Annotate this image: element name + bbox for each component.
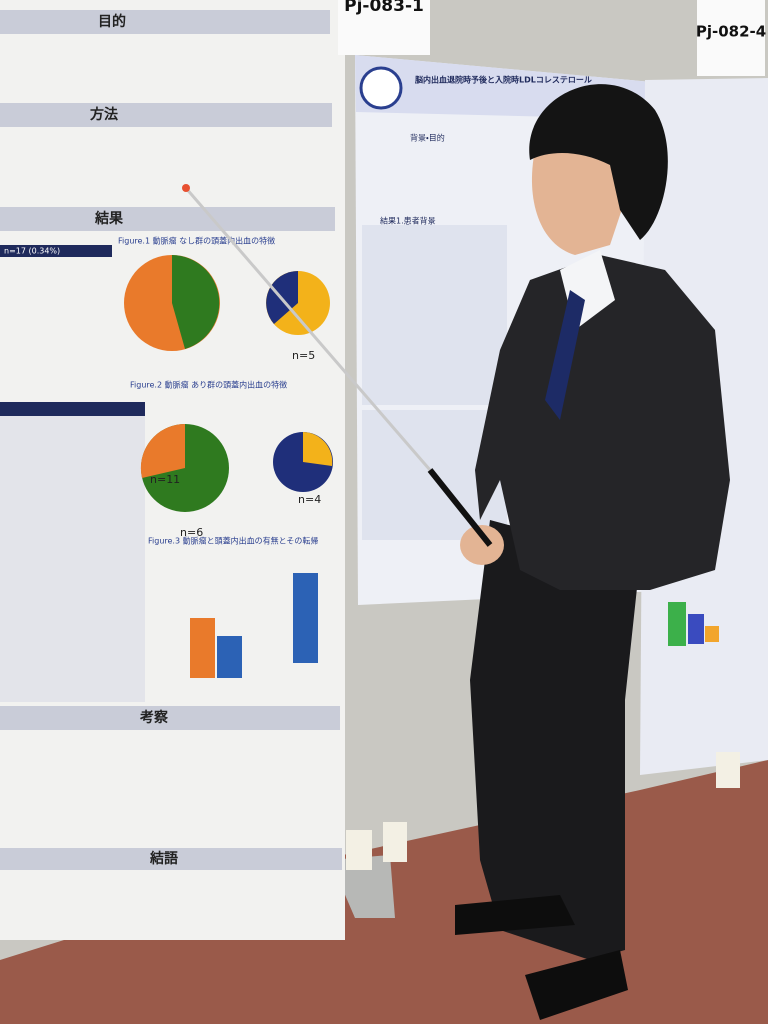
section-bar	[0, 848, 342, 870]
poster-id: Pj-083-1	[344, 0, 424, 16]
bar-picture	[688, 614, 704, 644]
cup	[383, 822, 407, 862]
figure-caption: Figure.1 動脈瘤 なし群の頭蓋内出血の特徴	[118, 236, 275, 246]
section-heading: 背景・目的	[410, 133, 445, 143]
pointer-shaft	[183, 186, 432, 471]
pie-label: n=5	[292, 349, 315, 362]
table-header: n=17 (0.34%)	[4, 247, 60, 256]
face	[531, 150, 625, 255]
section-heading: 方法	[90, 106, 118, 123]
label-card	[697, 0, 765, 76]
jacket	[475, 255, 730, 590]
trousers	[470, 520, 640, 960]
logo	[359, 66, 403, 110]
cup	[716, 752, 740, 788]
hair	[529, 84, 668, 240]
pie-label: n=11	[150, 473, 180, 486]
person	[455, 84, 730, 1020]
bar-picture	[217, 636, 242, 678]
section-bars	[0, 10, 342, 870]
section-bar	[0, 207, 335, 231]
section-heading: 目的	[98, 13, 126, 30]
section-heading: 結果	[94, 210, 124, 227]
pie-label: n=4	[298, 493, 321, 506]
table-head	[0, 402, 145, 416]
table-header-bar	[0, 245, 112, 257]
pie-slice	[140, 423, 185, 478]
pointer-tip	[182, 184, 190, 192]
table	[362, 225, 507, 405]
figure-caption: Figure.2 動脈瘤 あり群の頭蓋内出血の特徴	[130, 380, 287, 390]
table	[0, 402, 145, 702]
pie-slice	[303, 432, 333, 466]
section-bar	[0, 103, 332, 127]
bar-picture	[293, 573, 318, 663]
stand-base	[330, 855, 395, 918]
hand	[460, 525, 504, 565]
pie-label: n=6	[180, 526, 203, 539]
tie	[545, 290, 585, 420]
poster-title: 脳内出血退院時予後と入院時LDLコレステロール	[414, 75, 592, 85]
bar-picture	[668, 602, 686, 646]
section-bar	[0, 706, 340, 730]
section-bar	[0, 10, 330, 34]
section-heading: 考察	[139, 709, 169, 726]
table-title: 結果1.患者背景	[380, 216, 436, 226]
shoe	[455, 895, 575, 935]
cup	[346, 830, 372, 870]
bar-picture	[705, 626, 719, 642]
shoe	[525, 950, 628, 1020]
section-heading: 結語	[149, 850, 178, 867]
poster-id: Pj-082-4	[696, 23, 766, 41]
pie-slice	[172, 255, 220, 349]
bar-picture	[190, 618, 215, 678]
label-card	[338, 0, 430, 55]
pointer-grip	[427, 468, 493, 547]
figure-caption: Figure.3 動脈瘤と頭蓋内出血の有無とその転帰	[148, 536, 318, 546]
